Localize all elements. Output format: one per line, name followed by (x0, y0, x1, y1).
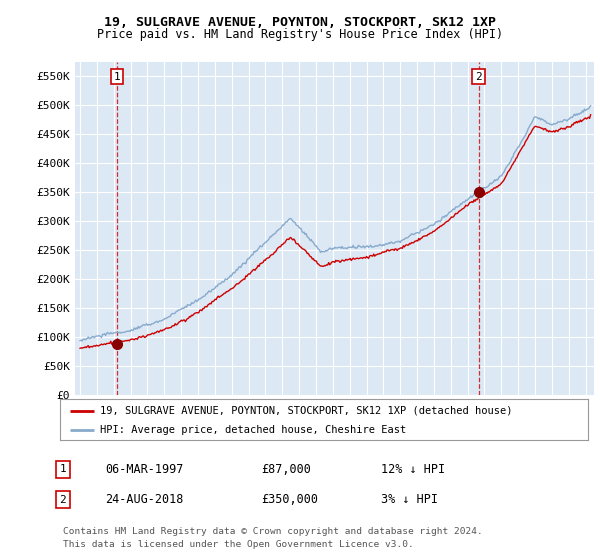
Text: 1: 1 (113, 72, 120, 82)
Text: 19, SULGRAVE AVENUE, POYNTON, STOCKPORT, SK12 1XP (detached house): 19, SULGRAVE AVENUE, POYNTON, STOCKPORT,… (100, 405, 512, 416)
Text: 3% ↓ HPI: 3% ↓ HPI (381, 493, 438, 506)
Text: 2: 2 (59, 494, 67, 505)
Text: 2: 2 (475, 72, 482, 82)
Text: Contains HM Land Registry data © Crown copyright and database right 2024.: Contains HM Land Registry data © Crown c… (63, 528, 483, 536)
Text: This data is licensed under the Open Government Licence v3.0.: This data is licensed under the Open Gov… (63, 540, 414, 549)
Text: 19, SULGRAVE AVENUE, POYNTON, STOCKPORT, SK12 1XP: 19, SULGRAVE AVENUE, POYNTON, STOCKPORT,… (104, 16, 496, 29)
Text: £350,000: £350,000 (261, 493, 318, 506)
Text: HPI: Average price, detached house, Cheshire East: HPI: Average price, detached house, Ches… (100, 424, 406, 435)
Text: 24-AUG-2018: 24-AUG-2018 (105, 493, 184, 506)
Text: 06-MAR-1997: 06-MAR-1997 (105, 463, 184, 476)
Text: 12% ↓ HPI: 12% ↓ HPI (381, 463, 445, 476)
Text: Price paid vs. HM Land Registry's House Price Index (HPI): Price paid vs. HM Land Registry's House … (97, 28, 503, 41)
Text: £87,000: £87,000 (261, 463, 311, 476)
Text: 1: 1 (59, 464, 67, 474)
